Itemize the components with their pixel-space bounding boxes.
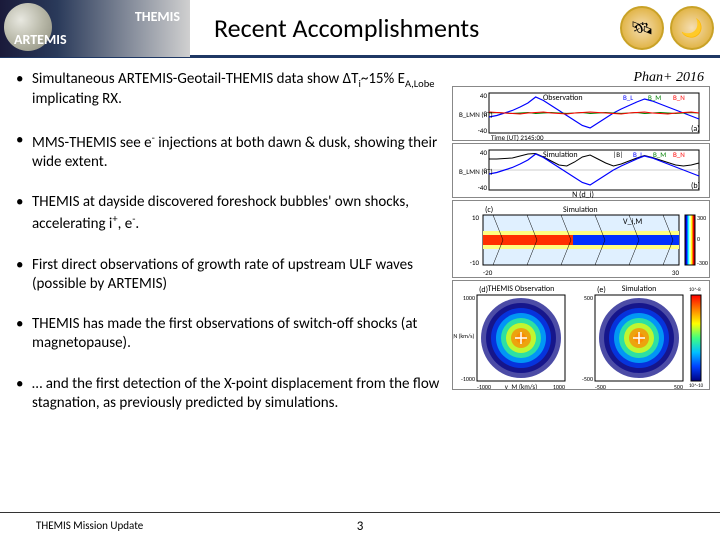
svg-text:N (d_i): N (d_i) xyxy=(572,190,594,199)
svg-text:1000: 1000 xyxy=(553,383,565,389)
svg-text:10: 10 xyxy=(472,213,480,222)
colorbar-de: 10^-8 10^-10 xyxy=(689,281,707,389)
svg-text:-40: -40 xyxy=(478,126,488,135)
svg-text:B_LMN (nT): B_LMN (nT) xyxy=(459,167,493,176)
svg-text:B_N: B_N xyxy=(673,93,685,102)
svg-text:0: 0 xyxy=(483,109,487,118)
panel-b-simulation: B_LMN (nT) 40 0 -40 Simulation N (d_i) |B| B_L B… xyxy=(452,143,710,198)
mission-badges: 🛰 🌙 xyxy=(620,6,714,50)
svg-text:-1000: -1000 xyxy=(461,375,475,383)
svg-text:B_LMN (nT): B_LMN (nT) xyxy=(459,110,493,119)
bullet-item: THEMIS at dayside discovered foreshock b… xyxy=(10,193,448,234)
slide-header: THEMIS ARTEMIS Recent Accomplishments 🛰 … xyxy=(0,0,720,58)
logo-text-themis: THEMIS xyxy=(6,8,190,25)
svg-text:-300: -300 xyxy=(697,259,708,267)
chart-d: (d)THEMIS Observation-100010001000-1000v… xyxy=(453,281,571,389)
svg-text:THEMIS Observation: THEMIS Observation xyxy=(488,284,555,294)
svg-text:Time (UT) 2145:00: Time (UT) 2145:00 xyxy=(491,133,544,142)
svg-text:v_N (km/s): v_N (km/s) xyxy=(453,332,474,340)
svg-text:40: 40 xyxy=(480,91,488,100)
svg-text:10^-8: 10^-8 xyxy=(689,287,701,293)
svg-text:-500: -500 xyxy=(595,383,606,389)
artemis-badge-icon: 🌙 xyxy=(670,6,714,50)
bullet-item: MMS-THEMIS see e- injections at both daw… xyxy=(10,131,448,172)
panel-c-simulation: (c) Simulation V_i,M 300 -300 0 -20 30 10 -10 xyxy=(452,200,710,278)
svg-text:1000: 1000 xyxy=(463,294,475,302)
svg-text:300: 300 xyxy=(697,214,706,222)
slide-title: Recent Accomplishments xyxy=(214,12,479,44)
svg-text:-20: -20 xyxy=(483,268,493,277)
footer-left: THEMIS Mission Update xyxy=(36,519,143,532)
svg-text:Simulation: Simulation xyxy=(563,205,598,215)
chart-a: B_LMN (nT) 40 0 -40 Observation Time (UT) 214… xyxy=(453,87,709,142)
slide-body: Simultaneous ARTEMIS-Geotail-THEMIS data… xyxy=(0,58,720,490)
panel-a-observation: B_LMN (nT) 40 0 -40 Observation Time (UT) 214… xyxy=(452,86,710,141)
citation-label: Phan+ 2016 xyxy=(452,70,710,86)
svg-text:-40: -40 xyxy=(478,183,488,192)
svg-text:(c): (c) xyxy=(485,205,493,215)
panel-de-row: (d)THEMIS Observation-100010001000-1000v… xyxy=(452,280,710,390)
svg-text:-500: -500 xyxy=(582,375,593,383)
svg-text:Simulation: Simulation xyxy=(543,150,578,160)
figure-column: Phan+ 2016 B_LMN (nT) 40 0 -40 Observation Ti… xyxy=(452,70,710,490)
svg-text:-10: -10 xyxy=(470,258,480,267)
svg-text:40: 40 xyxy=(480,148,488,157)
svg-text:500: 500 xyxy=(674,383,683,389)
logo-text-artemis: ARTEMIS xyxy=(6,31,190,48)
svg-text:|B|: |B| xyxy=(613,150,623,159)
svg-text:0: 0 xyxy=(483,166,487,175)
svg-text:v_M (km/s): v_M (km/s) xyxy=(505,382,538,389)
svg-text:-1000: -1000 xyxy=(477,383,491,389)
svg-text:500: 500 xyxy=(584,294,593,302)
svg-text:Simulation: Simulation xyxy=(622,284,657,294)
svg-text:V_i,M: V_i,M xyxy=(623,217,642,227)
themis-badge-icon: 🛰 xyxy=(620,6,664,50)
svg-text:30: 30 xyxy=(672,268,680,277)
svg-text:(a): (a) xyxy=(691,124,700,134)
bullet-item: … and the first detection of the X-point… xyxy=(10,375,448,413)
chart-c: (c) Simulation V_i,M 300 -300 0 -20 30 10 -10 xyxy=(453,201,709,279)
slide-footer: THEMIS Mission Update 3 xyxy=(0,512,720,532)
svg-text:B_L: B_L xyxy=(633,150,643,159)
chart-b: B_LMN (nT) 40 0 -40 Simulation N (d_i) |B| B_L B… xyxy=(453,144,709,199)
chart-e: (e) Simulation -500 500 500 -500 xyxy=(571,281,689,389)
bullet-item: Simultaneous ARTEMIS-Geotail-THEMIS data… xyxy=(10,70,448,109)
svg-text:(e): (e) xyxy=(597,285,606,295)
svg-text:B_M: B_M xyxy=(648,93,661,102)
bullet-item: THEMIS has made the first observations o… xyxy=(10,315,448,353)
svg-text:10^-10: 10^-10 xyxy=(689,383,704,389)
svg-text:0: 0 xyxy=(697,235,700,243)
page-number: 3 xyxy=(357,519,364,534)
svg-text:Observation: Observation xyxy=(543,93,583,103)
svg-text:B_N: B_N xyxy=(673,150,685,159)
svg-text:B_M: B_M xyxy=(653,150,666,159)
mission-logo: THEMIS ARTEMIS xyxy=(0,0,190,57)
bullet-item: First direct observations of growth rate… xyxy=(10,256,448,294)
bullet-list: Simultaneous ARTEMIS-Geotail-THEMIS data… xyxy=(10,70,448,490)
svg-text:B_L: B_L xyxy=(623,93,633,102)
svg-text:(b): (b) xyxy=(691,181,700,191)
